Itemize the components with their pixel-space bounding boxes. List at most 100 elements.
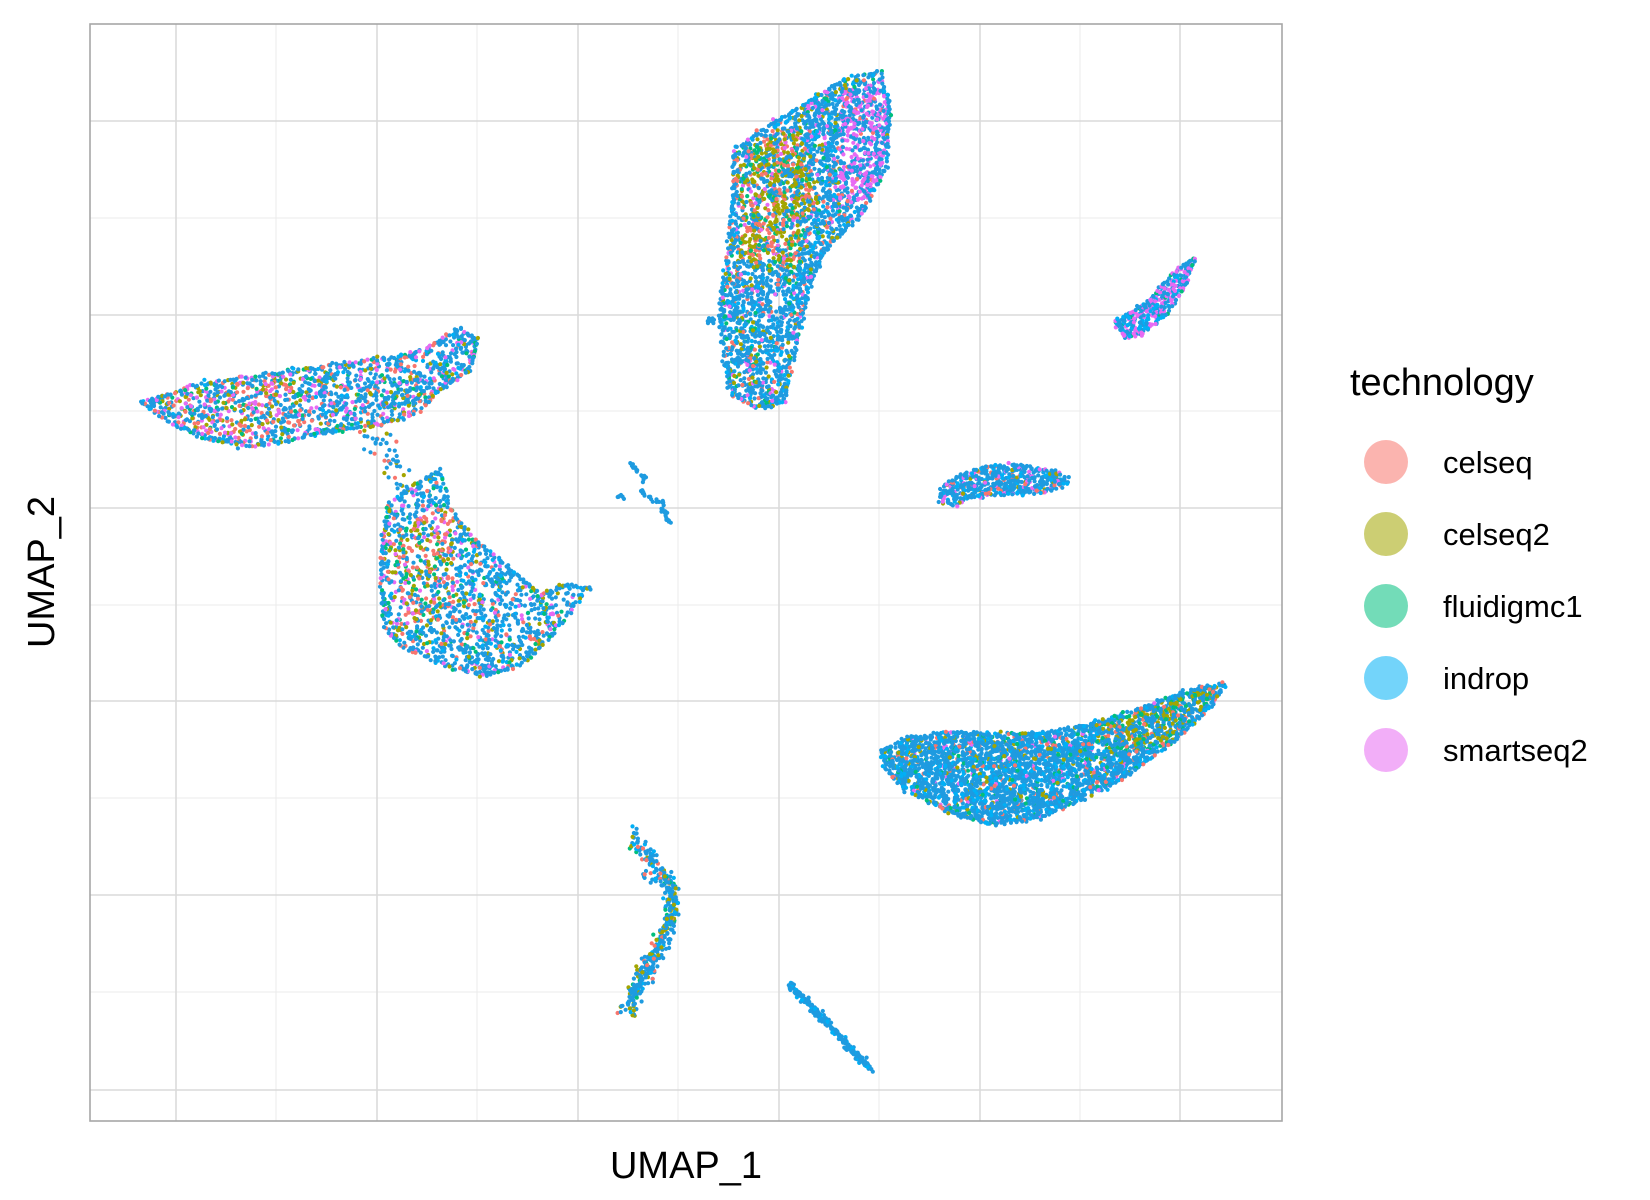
cell-point: [339, 406, 344, 411]
cell-point: [175, 424, 180, 430]
cell-point: [419, 609, 424, 614]
cell-point: [456, 342, 461, 347]
cell-point: [265, 430, 270, 435]
cell-point: [467, 650, 472, 655]
cell-point: [311, 409, 316, 414]
cell-point: [197, 389, 202, 394]
cell-point: [375, 412, 380, 417]
cell-point: [207, 427, 212, 432]
cell-point: [829, 153, 834, 158]
cell-point: [368, 363, 373, 368]
cell-point: [476, 541, 481, 546]
cell-point: [752, 183, 757, 189]
cell-point: [804, 238, 809, 244]
cell-point: [498, 601, 503, 607]
cell-point: [412, 592, 417, 598]
cell-point: [454, 361, 459, 366]
cell-point: [447, 664, 452, 669]
cell-point: [279, 381, 284, 386]
cell-point: [296, 391, 301, 396]
cell-point: [437, 596, 442, 601]
cell-point: [451, 343, 456, 348]
cell-point: [179, 406, 184, 411]
cell-point: [406, 364, 411, 369]
cell-point: [446, 557, 451, 562]
cell-point: [387, 509, 392, 514]
cell-point: [401, 547, 406, 552]
cell-point: [296, 419, 301, 424]
cell-point: [415, 554, 420, 559]
cell-point: [521, 620, 526, 625]
cell-point: [456, 335, 461, 340]
cell-point: [815, 134, 820, 139]
cell-point: [345, 415, 350, 420]
cell-point: [859, 147, 864, 152]
cell-point: [398, 605, 403, 610]
cell-point: [202, 383, 208, 388]
cell-point: [257, 374, 262, 379]
cell-point: [253, 374, 258, 379]
cell-point: [414, 587, 419, 592]
cell-point: [370, 412, 375, 417]
cell-point: [392, 401, 397, 406]
cell-point: [848, 213, 854, 218]
cell-point: [557, 619, 562, 624]
cell-point: [872, 137, 877, 142]
cell-point: [762, 187, 767, 192]
cell-point: [439, 517, 444, 523]
cell-point: [492, 610, 498, 615]
cell-point: [386, 532, 391, 537]
cell-point: [464, 351, 469, 356]
cell-point: [396, 612, 401, 617]
cell-point: [386, 559, 391, 564]
cell-point: [220, 440, 225, 445]
cell-point: [463, 532, 468, 537]
cell-point: [755, 137, 760, 142]
cell-point: [496, 659, 502, 664]
cell-point: [245, 381, 250, 386]
cell-point: [406, 610, 411, 615]
cell-point: [394, 538, 399, 543]
cell-point: [301, 395, 306, 400]
cell-point: [277, 394, 283, 399]
cell-point: [806, 250, 811, 255]
cell-point: [769, 343, 774, 349]
cell-point: [268, 438, 273, 443]
cell-point: [370, 380, 375, 385]
cell-point: [406, 504, 411, 509]
cell-point: [365, 411, 370, 416]
cell-point: [306, 398, 311, 403]
cell-point: [264, 418, 269, 423]
cell-point: [402, 412, 407, 417]
cell-point: [405, 537, 410, 543]
cell-point: [246, 405, 251, 411]
cell-point: [802, 146, 808, 151]
cell-point: [216, 378, 221, 383]
cell-point: [497, 564, 502, 569]
cell-point: [430, 610, 436, 615]
cell-point: [464, 644, 470, 649]
cell-point: [345, 425, 350, 431]
cell-point: [448, 351, 454, 356]
cell-point: [404, 572, 409, 577]
cell-point: [321, 365, 326, 370]
cell-point: [334, 384, 339, 389]
cell-point: [200, 436, 205, 441]
cell-point: [472, 349, 477, 354]
cell-point: [453, 531, 458, 536]
cell-point: [849, 188, 855, 193]
cell-point: [459, 521, 464, 526]
cell-point: [397, 376, 402, 381]
cell-point: [398, 541, 403, 546]
cell-point: [408, 350, 413, 355]
cell-point: [402, 369, 407, 374]
cell-point: [447, 333, 452, 338]
cell-point: [524, 622, 530, 628]
cell-point: [381, 388, 386, 393]
cell-point: [258, 382, 263, 387]
cell-point: [474, 341, 479, 346]
cell-point: [445, 505, 450, 510]
cell-point: [448, 339, 453, 344]
cell-point: [258, 379, 263, 384]
